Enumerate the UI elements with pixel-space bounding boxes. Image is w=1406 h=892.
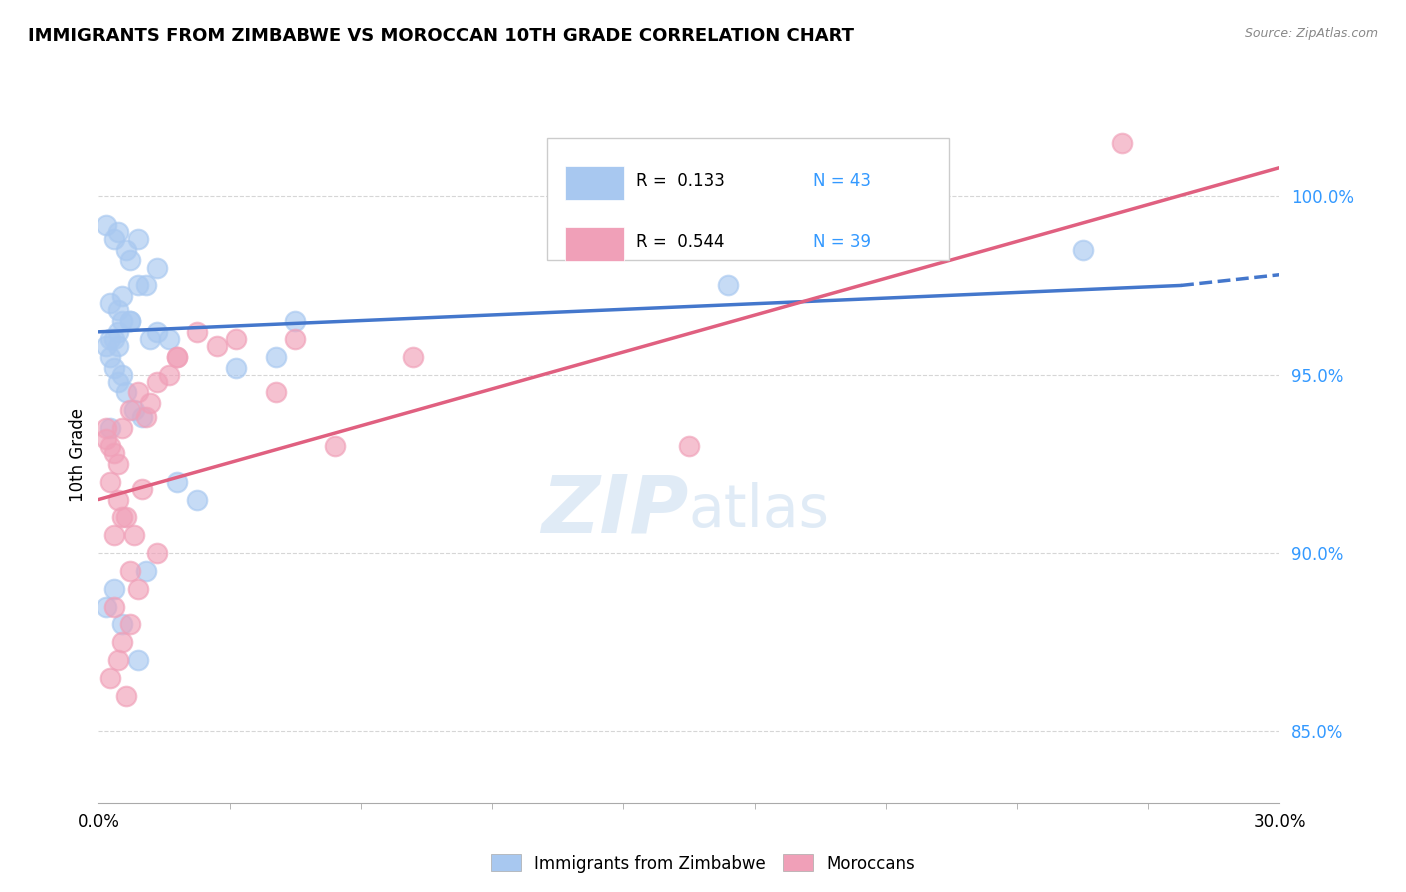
Point [135,410,157,425]
Point [111,314,134,328]
Point [138,332,160,346]
Point [157,368,180,382]
Point [166,350,188,364]
Point [98,350,121,364]
Point [127,278,149,293]
Point [264,350,287,364]
Text: ZIP: ZIP [541,472,689,549]
Point [115,385,138,400]
Point [146,260,169,275]
Point [103,360,125,375]
Point [107,225,129,239]
Point [107,339,129,353]
Point [186,492,208,507]
Point [118,314,141,328]
Point [1071,243,1094,257]
FancyBboxPatch shape [565,166,624,201]
Point [127,385,149,400]
FancyBboxPatch shape [565,227,624,261]
Text: R =  0.544: R = 0.544 [636,233,724,251]
Point [103,332,125,346]
Point [111,617,134,632]
Point [111,421,134,435]
Point [107,303,129,318]
Point [205,339,228,353]
Point [103,582,125,596]
Point [115,510,138,524]
Point [146,375,169,389]
Point [146,325,169,339]
Point [146,546,169,560]
Point [323,439,346,453]
Point [1111,136,1133,150]
Point [103,599,125,614]
Text: Source: ZipAtlas.com: Source: ZipAtlas.com [1244,27,1378,40]
Point [166,350,188,364]
Point [264,385,287,400]
Point [118,403,141,417]
Point [122,403,145,417]
Text: IMMIGRANTS FROM ZIMBABWE VS MOROCCAN 10TH GRADE CORRELATION CHART: IMMIGRANTS FROM ZIMBABWE VS MOROCCAN 10T… [28,27,853,45]
Point [96,432,118,446]
Text: N = 39: N = 39 [813,233,870,251]
Point [131,482,153,496]
Point [98,439,121,453]
Point [127,232,149,246]
Point [225,332,247,346]
Point [225,360,247,375]
Point [98,296,121,310]
Point [166,475,188,489]
Point [135,278,157,293]
Text: N = 43: N = 43 [813,172,870,190]
Point [98,671,121,685]
Point [118,314,141,328]
FancyBboxPatch shape [547,138,949,260]
Point [103,446,125,460]
Point [96,599,118,614]
Point [111,289,134,303]
Point [138,396,160,410]
Point [107,325,129,339]
Point [717,278,740,293]
Point [118,253,141,268]
Point [402,350,425,364]
Point [107,492,129,507]
Point [135,564,157,578]
Point [118,617,141,632]
Point [284,314,307,328]
Point [98,421,121,435]
Point [157,332,180,346]
Point [186,325,208,339]
Point [678,439,700,453]
Point [111,368,134,382]
Point [98,332,121,346]
Point [96,421,118,435]
Point [115,689,138,703]
Point [107,653,129,667]
Point [127,653,149,667]
Point [103,528,125,542]
Point [111,635,134,649]
Point [115,243,138,257]
Point [122,528,145,542]
Point [111,510,134,524]
Point [284,332,307,346]
Point [127,582,149,596]
Point [96,339,118,353]
Point [103,232,125,246]
Y-axis label: 10th Grade: 10th Grade [69,408,87,502]
Point [107,375,129,389]
Point [131,410,153,425]
Text: atlas: atlas [689,482,830,539]
Point [118,564,141,578]
Legend: Immigrants from Zimbabwe, Moroccans: Immigrants from Zimbabwe, Moroccans [485,847,921,880]
Point [98,475,121,489]
Point [96,218,118,232]
Text: R =  0.133: R = 0.133 [636,172,724,190]
Point [107,457,129,471]
